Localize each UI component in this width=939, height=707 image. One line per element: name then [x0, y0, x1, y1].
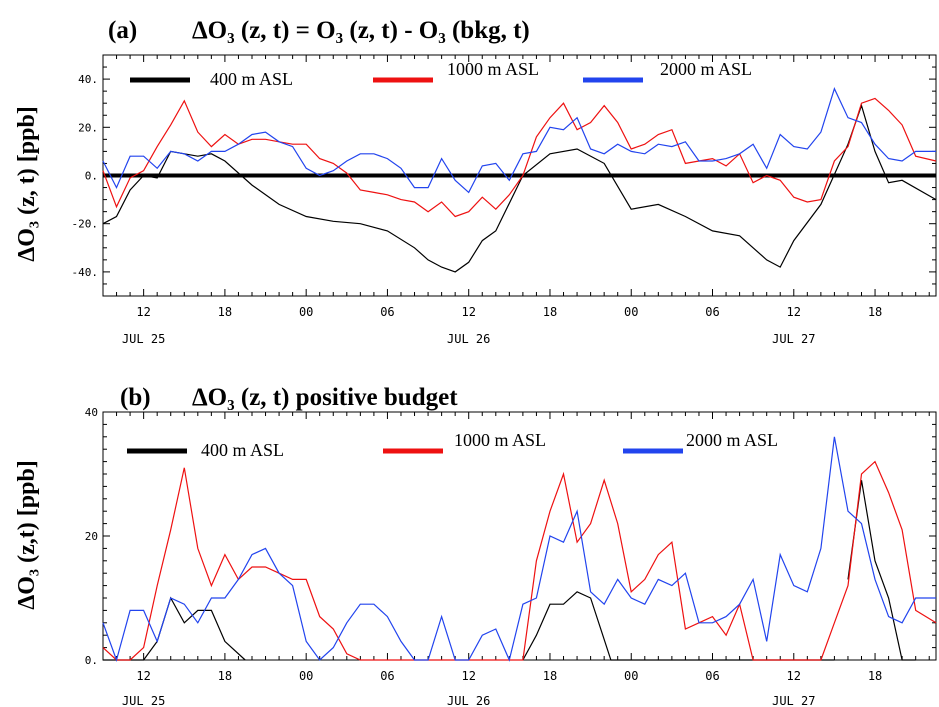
panel-b-legend: 400 m ASL 1000 m ASL 2000 m ASL [127, 430, 778, 460]
y-tick-label: 20. [78, 121, 98, 134]
x-date-label: JUL 26 [447, 694, 490, 707]
y-tick-label: 40 [85, 406, 98, 419]
panel-a-ticks: 12 18 00 06 12 18 00 06 12 18 JUL 25 JUL 26 JUL 27 40… [72, 54, 936, 346]
x-tick-label: 18 [868, 305, 882, 319]
legend-label: 2000 m ASL [686, 430, 778, 450]
panel-b-title-tag: (b) [120, 384, 151, 411]
x-tick-label: 06 [705, 669, 719, 683]
legend-label: 400 m ASL [201, 440, 284, 460]
y-tick-label: 20 [85, 530, 98, 543]
x-tick-label: 18 [218, 669, 232, 683]
series-line-black [847, 480, 916, 661]
x-tick-label: 06 [380, 305, 394, 319]
y-tick-label: 0. [85, 654, 98, 667]
x-tick-label: 00 [624, 305, 638, 319]
panel-a-series [102, 87, 937, 273]
panel-b: (b) ΔO₃ (z, t) positive budget ΔO₃ (z,t)… [14, 384, 937, 707]
x-tick-label: 18 [218, 305, 232, 319]
x-tick-label: 12 [461, 305, 475, 319]
panel-b-title: ΔO₃ (z, t) positive budget [192, 384, 458, 411]
y-tick-label: 0. [85, 170, 98, 183]
x-date-label: JUL 27 [772, 332, 815, 346]
panel-a: (a) ΔO₃ (z, t) = O₃ (z, t) - O₃ (bkg, t)… [14, 17, 937, 346]
x-tick-label: 18 [868, 669, 882, 683]
series-line-black [102, 103, 937, 273]
x-date-label: JUL 25 [122, 694, 165, 707]
panel-a-title-tag: (a) [108, 17, 137, 44]
series-line-blue [102, 87, 936, 194]
x-tick-label: 00 [299, 305, 313, 319]
panel-b-series [102, 436, 937, 662]
x-tick-label: 12 [136, 669, 150, 683]
y-tick-label: 40. [78, 73, 98, 86]
y-tick-label: -20. [72, 218, 99, 231]
x-tick-label: 00 [624, 669, 638, 683]
panel-b-ticks: 12 18 00 06 12 18 00 06 12 18 JUL 25 JUL 26 JUL 27 40… [85, 406, 936, 707]
x-tick-label: 18 [543, 669, 557, 683]
x-date-label: JUL 27 [772, 694, 815, 707]
legend-label: 2000 m ASL [660, 59, 752, 79]
series-line-red [102, 460, 937, 661]
y-tick-label: -40. [72, 266, 99, 279]
series-line-blue [102, 436, 936, 662]
panel-a-ylabel: ΔO₃ (z, t) [ppb] [14, 106, 40, 262]
legend-label: 1000 m ASL [454, 430, 546, 450]
panel-b-ylabel: ΔO₃ (z,t) [ppb] [14, 460, 40, 610]
x-tick-label: 06 [705, 305, 719, 319]
x-tick-label: 18 [543, 305, 557, 319]
legend-label: 400 m ASL [210, 69, 293, 89]
panel-a-legend: 400 m ASL 1000 m ASL 2000 m ASL [130, 59, 752, 89]
x-date-label: JUL 25 [122, 332, 165, 346]
x-tick-label: 12 [787, 669, 801, 683]
x-date-label: JUL 26 [447, 332, 490, 346]
x-tick-label: 12 [787, 305, 801, 319]
x-tick-label: 06 [380, 669, 394, 683]
series-line-black [522, 591, 835, 661]
x-tick-label: 12 [461, 669, 475, 683]
legend-label: 1000 m ASL [447, 59, 539, 79]
series-line-black [103, 596, 246, 661]
series-line-red [102, 97, 937, 218]
x-tick-label: 12 [136, 305, 150, 319]
x-tick-label: 00 [299, 669, 313, 683]
panel-a-title: ΔO₃ (z, t) = O₃ (z, t) - O₃ (bkg, t) [192, 17, 530, 44]
